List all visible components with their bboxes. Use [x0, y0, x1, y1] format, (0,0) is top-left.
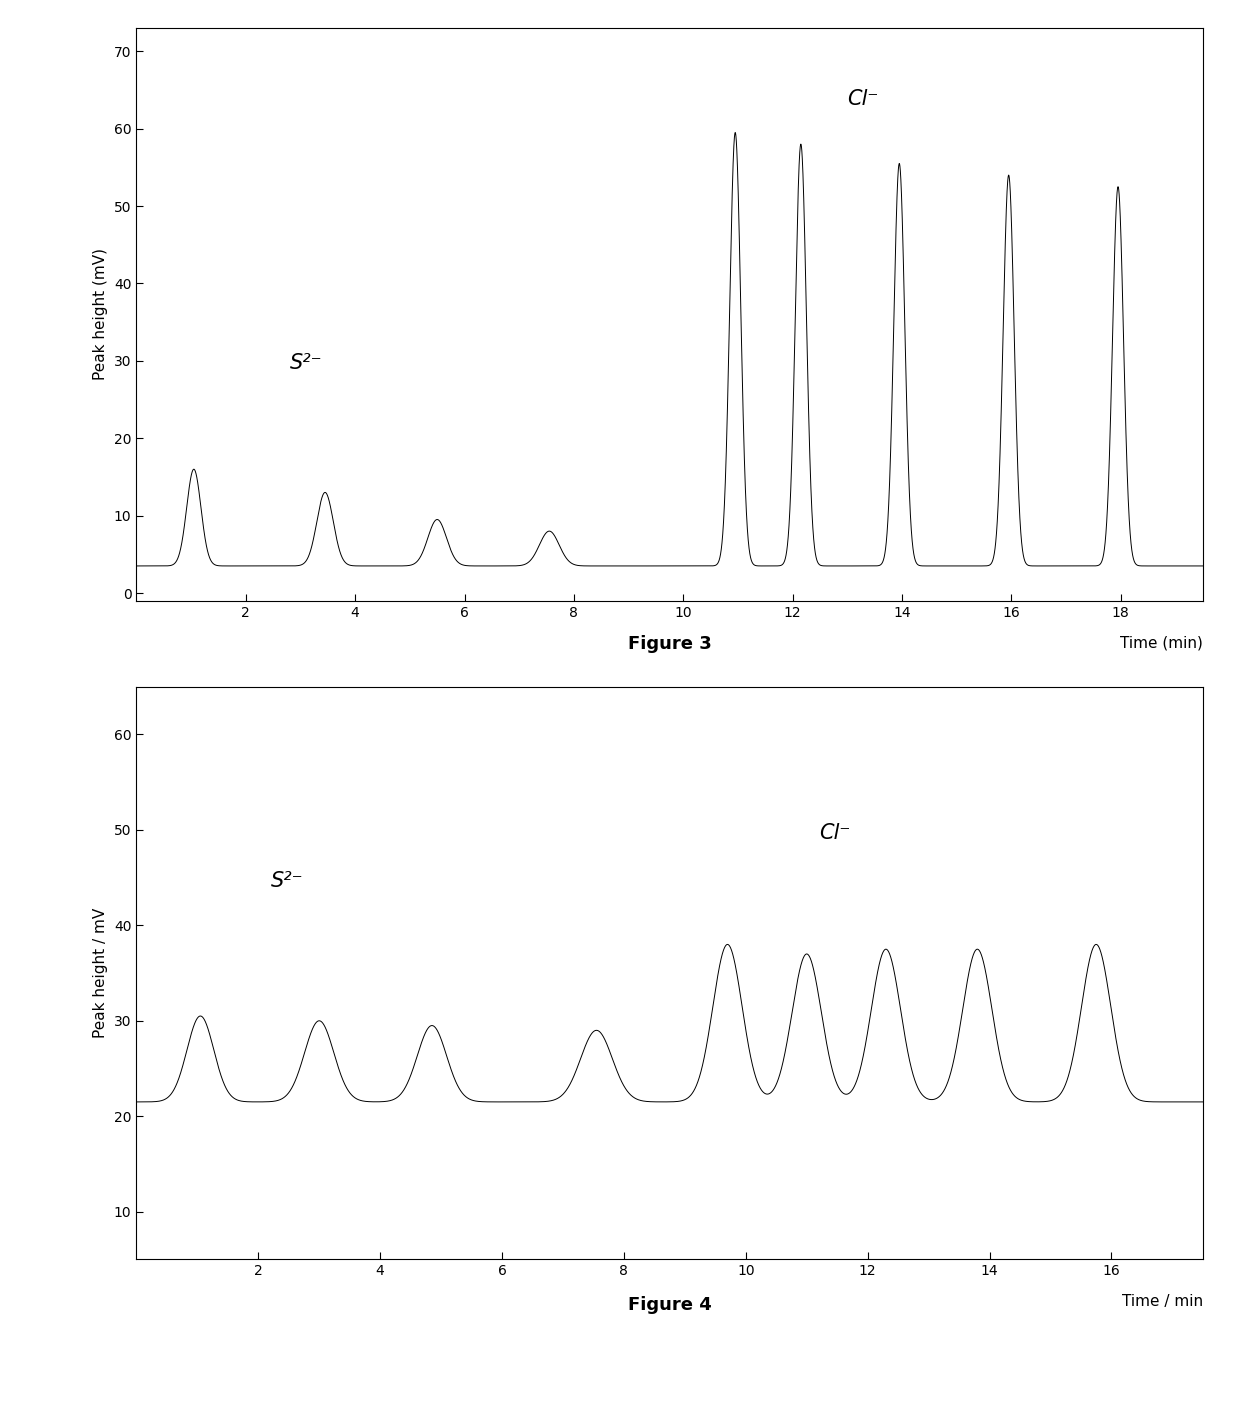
Text: Figure 4: Figure 4: [627, 1297, 712, 1314]
Text: Cl⁻: Cl⁻: [818, 823, 851, 844]
Text: Figure 3: Figure 3: [627, 635, 712, 653]
Text: Cl⁻: Cl⁻: [847, 90, 879, 109]
Y-axis label: Peak height (mV): Peak height (mV): [93, 248, 108, 380]
Text: S²⁻: S²⁻: [289, 352, 322, 373]
Text: S²⁻: S²⁻: [270, 871, 303, 892]
Text: Time / min: Time / min: [1122, 1294, 1203, 1309]
Text: Time (min): Time (min): [1120, 635, 1203, 651]
Y-axis label: Peak height / mV: Peak height / mV: [93, 908, 108, 1037]
